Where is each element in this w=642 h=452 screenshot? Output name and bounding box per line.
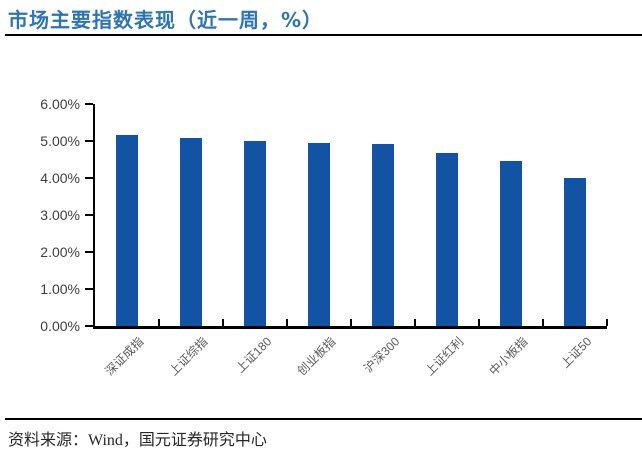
bar <box>180 138 202 326</box>
y-tick-mark <box>85 251 93 253</box>
bar <box>244 141 266 326</box>
x-tick-mark <box>222 319 224 326</box>
bar <box>372 144 394 326</box>
y-tick-mark <box>85 325 93 327</box>
y-tick-mark <box>85 103 93 105</box>
x-tick-mark <box>286 319 288 326</box>
x-axis-line <box>93 326 607 329</box>
figure-title: 市场主要指数表现（近一周，%） <box>8 8 324 32</box>
x-tick-mark <box>478 319 480 326</box>
source-note: 资料来源：Wind，国元证券研究中心 <box>8 432 267 449</box>
bar <box>116 135 138 326</box>
y-tick-label: 5.00% <box>40 133 80 149</box>
x-tick-mark <box>542 319 544 326</box>
source-divider <box>5 418 642 420</box>
x-tick-mark <box>350 319 352 326</box>
y-tick-label: 6.00% <box>40 96 80 112</box>
bar <box>308 143 330 326</box>
y-tick-label: 1.00% <box>40 281 80 297</box>
bar <box>436 153 458 326</box>
y-tick-mark <box>85 177 93 179</box>
y-tick-mark <box>85 288 93 290</box>
y-tick-mark <box>85 214 93 216</box>
x-tick-mark <box>414 319 416 326</box>
bar <box>564 178 586 326</box>
y-tick-label: 4.00% <box>40 170 80 186</box>
y-tick-label: 2.00% <box>40 244 80 260</box>
x-tick-mark <box>158 319 160 326</box>
bar <box>500 161 522 326</box>
title-divider <box>5 34 642 36</box>
y-axis-line <box>93 104 95 329</box>
y-tick-label: 3.00% <box>40 207 80 223</box>
y-tick-label: 0.00% <box>40 318 80 334</box>
y-tick-mark <box>85 140 93 142</box>
x-tick-mark <box>606 319 608 326</box>
